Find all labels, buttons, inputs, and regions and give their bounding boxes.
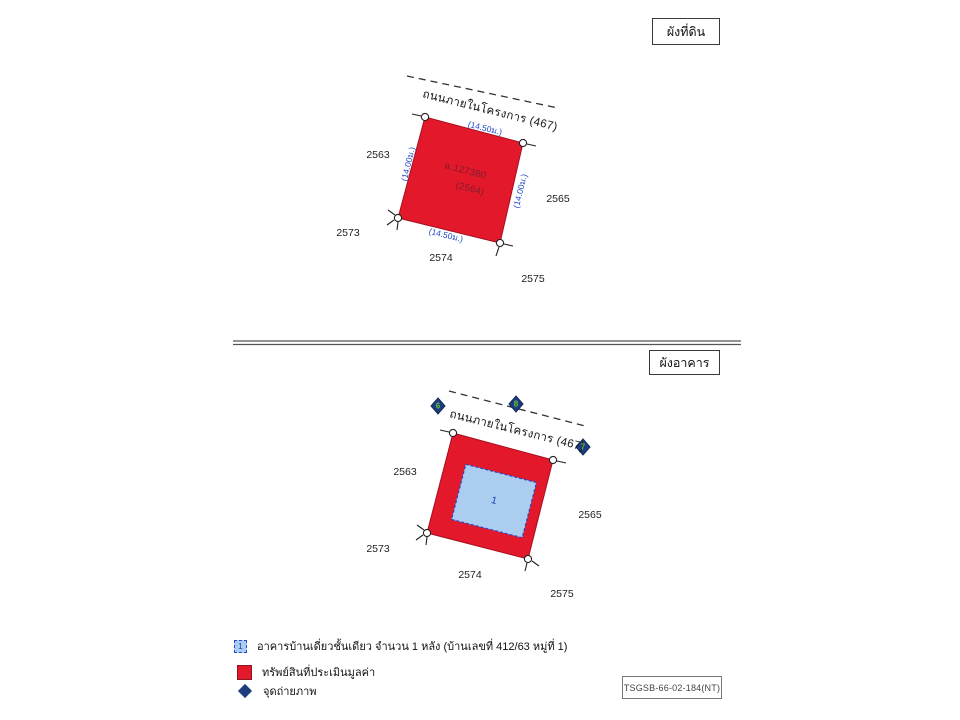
photo-point-diamond-7 [575, 438, 591, 456]
building-plan-title: ผังอาคาร [659, 355, 710, 370]
land-neighbor-right: 2565 [546, 193, 570, 205]
survey-marker-bldg-top-right [548, 455, 567, 465]
legend-photo-point-label: จุดถ่ายภาพ [263, 686, 317, 698]
survey-marker-land-top-left [411, 112, 430, 122]
photo-point-number-8: 8 [513, 399, 519, 409]
survey-marker-land-bottom-right [495, 238, 514, 257]
building-neighbor-right: 2565 [578, 509, 602, 521]
document-number: TSGSB-66-02-184(NT) [623, 682, 721, 693]
building-neighbor-left: 2563 [393, 466, 417, 478]
document-number-box: TSGSB-66-02-184(NT) [622, 676, 722, 699]
photo-point-number-6: 6 [435, 401, 441, 411]
survey-marker-bldg-bottom-right [523, 554, 540, 572]
building-plan-title-box: ผังอาคาร [649, 350, 720, 375]
survey-marker-land-top-right [518, 138, 537, 148]
legend-item-appraised-property: ทรัพย์สินที่ประเมินมูลค่า [237, 663, 375, 681]
photo-point-number-7: 7 [580, 442, 586, 452]
legend-item-building: 1 อาคารบ้านเดี่ยวชั้นเดียว จำนวน 1 หลัง … [234, 637, 567, 655]
survey-marker-bldg-bottom-left [415, 524, 432, 546]
land-neighbor-bottom-left: 2573 [336, 227, 360, 239]
legend-item-photo-point: จุดถ่ายภาพ [237, 682, 317, 700]
photo-point-diamond-6 [430, 397, 446, 415]
photo-point-symbol-icon [237, 683, 253, 699]
legend-appraised-property-label: ทรัพย์สินที่ประเมินมูลค่า [262, 667, 376, 679]
land-plan-title: ผังที่ดิน [666, 24, 706, 39]
appraised-property-symbol-icon [237, 664, 252, 680]
photo-point-diamond-8 [508, 395, 524, 413]
land-neighbor-left: 2563 [366, 149, 390, 161]
building-neighbor-bottom-right: 2575 [550, 588, 574, 600]
building-neighbor-bottom: 2574 [458, 569, 482, 581]
land-neighbor-bottom-right: 2575 [521, 273, 545, 285]
building-symbol-icon: 1 [234, 639, 247, 653]
survey-marker-bldg-top-left [439, 428, 458, 438]
land-neighbor-bottom: 2574 [429, 252, 453, 264]
road-dashed-line-land [406, 75, 559, 109]
building-neighbor-bottom-left: 2573 [366, 543, 390, 555]
survey-marker-land-bottom-left [386, 209, 403, 231]
building-footprint-shape [450, 463, 538, 539]
building-symbol-number: 1 [238, 641, 243, 651]
legend-building-label: อาคารบ้านเดี่ยวชั้นเดียว จำนวน 1 หลัง (บ… [257, 641, 568, 653]
land-plan-title-box: ผังที่ดิน [652, 18, 720, 45]
